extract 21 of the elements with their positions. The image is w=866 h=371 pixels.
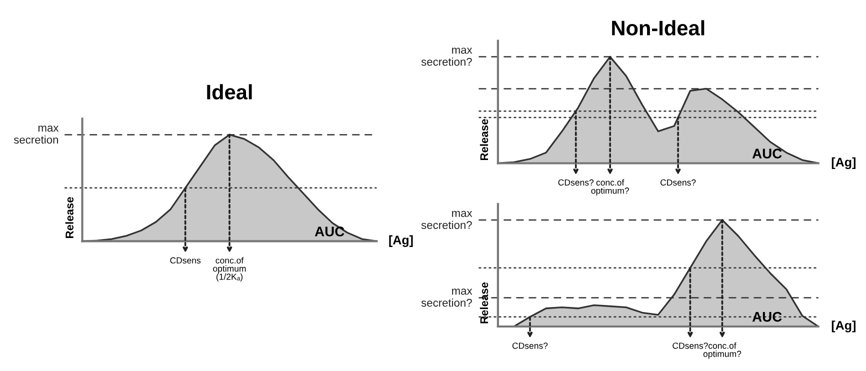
annotation: CDsens? [672, 342, 708, 349]
annotation: AUC [752, 148, 782, 158]
annotation: CDsens? [512, 342, 548, 349]
annotation: conc.of optimum (1/2Kₐ) [213, 257, 246, 282]
ref-line-label: max secretion? [421, 288, 472, 307]
chart-title: Non-Ideal [612, 20, 704, 36]
y-axis-title: Release [480, 119, 488, 160]
annotation: CDsens? [660, 179, 696, 186]
annotation: CDsens [170, 257, 201, 264]
ref-line-label: max secretion [14, 126, 59, 144]
y-axis-title: Release [65, 197, 74, 238]
ref-line-label: max secretion? [421, 210, 472, 229]
annotation: CDsens? [558, 179, 594, 186]
ref-line-label: max secretion? [421, 48, 472, 66]
chart-title: Ideal [207, 84, 252, 100]
x-axis-title: [Ag] [832, 320, 856, 332]
x-axis-title: [Ag] [832, 157, 856, 170]
x-axis-title: [Ag] [389, 235, 413, 248]
y-axis-title: Release [480, 282, 488, 324]
annotation: AUC [752, 312, 782, 322]
annotation: AUC [314, 226, 344, 236]
